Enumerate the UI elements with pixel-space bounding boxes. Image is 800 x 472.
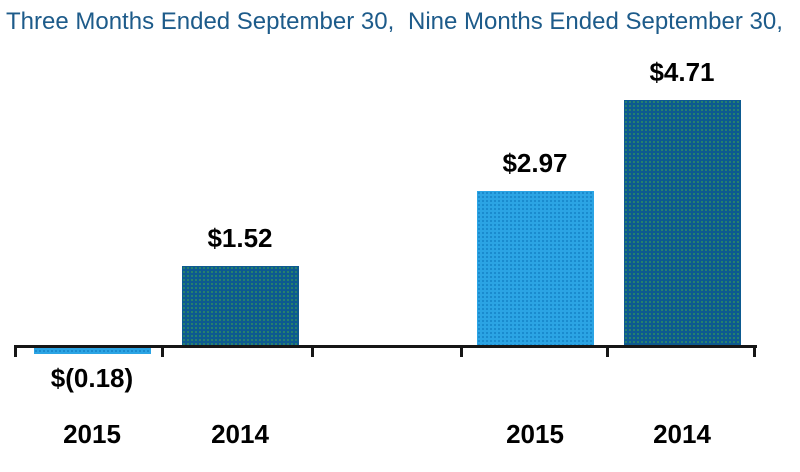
bar-2014-three-months [182, 266, 299, 345]
value-label-2015-three-months: $(0.18) [50, 363, 134, 393]
value-label-2014-three-months: $1.52 [207, 223, 273, 253]
x-axis-tick [161, 345, 164, 357]
x-axis-tick [311, 345, 314, 357]
chart-title-nine-months: Nine Months Ended September 30, [408, 8, 783, 35]
chart-title-three-months: Three Months Ended September 30, [6, 8, 395, 35]
bar-2015-three-months [34, 345, 151, 354]
year-label-2014-nine-months: 2014 [653, 419, 711, 449]
x-axis-tick [460, 345, 463, 357]
x-axis-tick [753, 345, 756, 357]
x-axis-tick [14, 345, 17, 357]
x-axis-line [14, 345, 757, 348]
bar-2015-nine-months [477, 191, 594, 345]
year-label-2015-three-months: 2015 [63, 419, 121, 449]
year-label-2015-nine-months: 2015 [506, 419, 564, 449]
year-label-2014-three-months: 2014 [211, 419, 269, 449]
value-label-2014-nine-months: $4.71 [649, 57, 715, 87]
bar-2014-nine-months [624, 100, 741, 345]
x-axis-tick [606, 345, 609, 357]
value-label-2015-nine-months: $2.97 [502, 148, 568, 178]
